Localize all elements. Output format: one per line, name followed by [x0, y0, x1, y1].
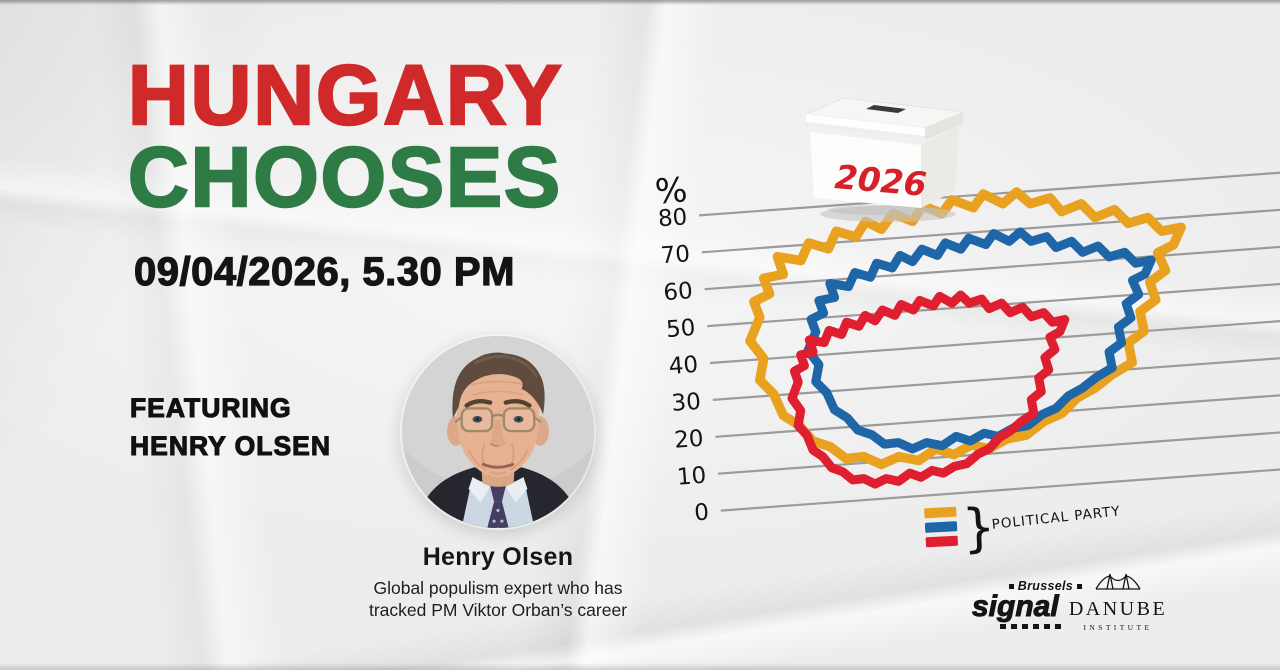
- square-bullet-icon: [1008, 583, 1014, 589]
- percent-axis-label: %: [654, 170, 689, 212]
- speaker-photo: [400, 334, 596, 530]
- title-line-chooses: CHOOSES: [127, 130, 563, 225]
- danube-institute-logo: DANUBE INSTITUTE: [1066, 568, 1170, 632]
- ballot-box-shadow-inner: [828, 205, 938, 215]
- axis-tick-40: 40: [668, 352, 699, 380]
- legend-brace: }: [961, 498, 997, 560]
- ballot-box-slot: [866, 105, 906, 113]
- danube-logo-subtitle: INSTITUTE: [1083, 623, 1153, 632]
- gridline: [699, 167, 1280, 217]
- event-datetime: 09/04/2026, 5.30 PM: [133, 249, 515, 294]
- ballot-box: 2026: [804, 97, 965, 222]
- signal-logo-dotted-underline: [1000, 623, 1066, 629]
- square-bullet-icon: [1077, 583, 1082, 589]
- poster-title: HUNGARY CHOOSES: [127, 48, 564, 225]
- ballot-box-lid-lip-shadow: [806, 122, 925, 140]
- speaker-caption: Henry Olsen Global populism expert who h…: [330, 543, 666, 622]
- legend-swatch-blue: [924, 521, 958, 533]
- axis-tick-60: 60: [663, 278, 694, 306]
- gridline: [709, 314, 1280, 365]
- danube-logo-name: DANUBE: [1068, 598, 1168, 620]
- axis-tick-80: 80: [657, 204, 688, 232]
- speaker-name: Henry Olsen: [422, 543, 574, 571]
- signal-logo-main-text: signal: [972, 590, 1060, 623]
- speaker-bio: Global populism expert who has tracked P…: [330, 577, 666, 622]
- hungary-outline-orange: [750, 192, 1181, 464]
- paper-bottom-edge: [0, 663, 1280, 670]
- signal-logo-top-text: Brussels: [1017, 579, 1073, 593]
- axis-tick-10: 10: [676, 463, 707, 491]
- ballot-box-lid-side: [925, 112, 963, 140]
- speaker-bio-line-2: tracked PM Viktor Orban’s career: [368, 600, 628, 621]
- legend-swatch-red: [925, 535, 958, 548]
- featuring-line-2: HENRY OLSEN: [129, 430, 331, 461]
- hungary-outline-lines: [750, 192, 1181, 484]
- axis-tick-0: 0: [693, 500, 710, 527]
- axis-tick-20: 20: [673, 426, 704, 454]
- speaker-bio-line-1: Global populism expert who has: [373, 578, 623, 598]
- ballot-year: 2026: [833, 157, 928, 204]
- axis-tick-70: 70: [660, 241, 691, 269]
- bridge-icon: [1095, 573, 1141, 590]
- paper-top-edge: [0, 0, 1280, 5]
- hungary-outline-red: [792, 295, 1065, 484]
- signal-logo-top-row: Brussels: [972, 579, 1082, 593]
- title-line-hungary: HUNGARY: [127, 48, 564, 142]
- chart-legend: } POLITICAL PARTY: [924, 498, 1121, 560]
- legend-swatch-orange: [924, 506, 957, 519]
- hungary-outline-blue: [808, 232, 1151, 449]
- legend-label: POLITICAL PARTY: [991, 503, 1121, 532]
- featuring-label: FEATURING HENRY OLSEN: [129, 390, 331, 465]
- axis-tick-50: 50: [665, 315, 696, 343]
- brussels-signal-logo: Brussels signal: [972, 579, 1082, 629]
- poll-chart: % 80 70 60 50 40 30 20 10 0: [654, 167, 1280, 560]
- gridline: [704, 240, 1280, 291]
- axis-tick-30: 30: [671, 389, 702, 417]
- ballot-box-front-face: [810, 132, 921, 208]
- featuring-line-1: FEATURING: [129, 392, 292, 423]
- gridline: [720, 462, 1280, 512]
- ballot-box-side-face: [921, 126, 959, 208]
- portrait-illustration: [401, 335, 595, 529]
